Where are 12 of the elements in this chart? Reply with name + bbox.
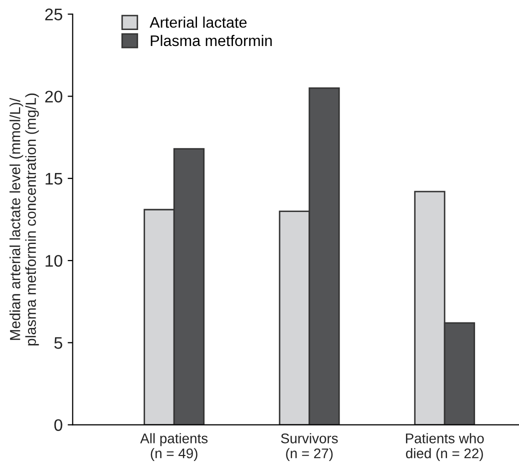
x-tick-label: Survivors (n = 27) (281, 433, 338, 462)
legend-label: Plasma metformin (150, 34, 272, 46)
y-axis-title: Median arterial lactate level (mmol/L)/ plasma metformin concentration (mg/L) (10, 94, 39, 346)
x-tick-label: All patients (n = 49) (140, 433, 208, 462)
y-tick-label: 20 (45, 90, 62, 102)
y-tick-label: 5 (54, 337, 62, 349)
x-tick-label: Patients who died (n = 22) (406, 433, 484, 462)
legend-label: Arterial lactate (150, 16, 247, 28)
y-tick-label: 0 (54, 419, 62, 432)
y-tick-label: 25 (45, 8, 62, 20)
y-tick-label: 15 (46, 172, 62, 185)
y-tick-label: 10 (46, 254, 62, 267)
